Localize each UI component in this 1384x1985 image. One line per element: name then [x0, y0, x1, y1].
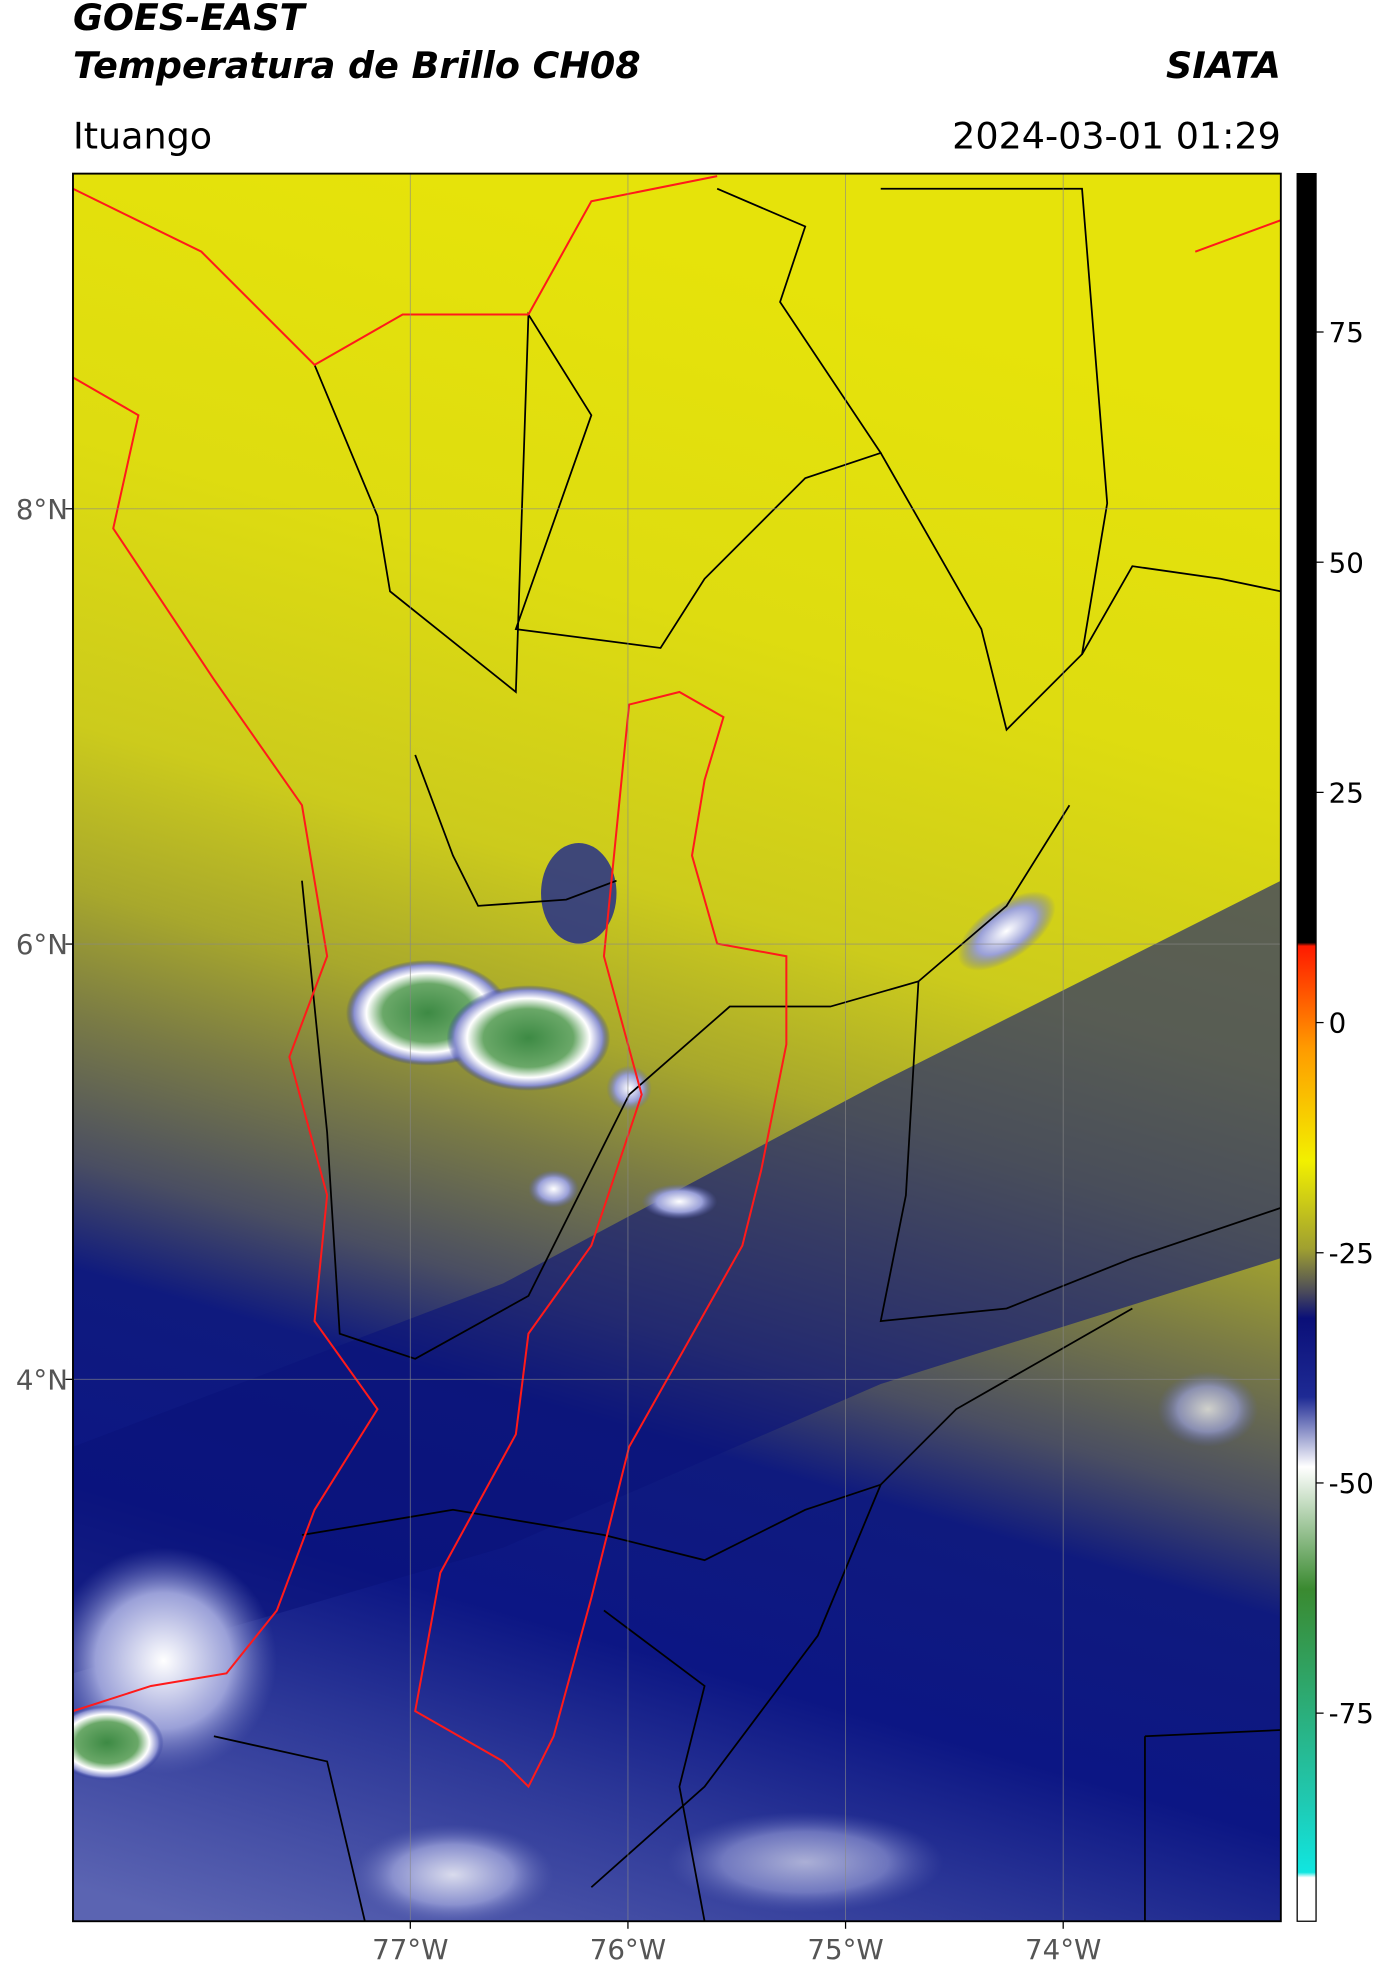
colorbar-tick-label: -50	[1329, 1467, 1374, 1500]
title: GOES-EAST	[73, 0, 308, 39]
org: SIATA	[1166, 44, 1281, 87]
graticule	[65, 173, 1281, 1929]
colorbar-tick-label: 50	[1329, 546, 1364, 579]
colorbar-tick-label: -25	[1329, 1237, 1374, 1270]
x-tick-label: 76°W	[590, 1933, 666, 1966]
map-frame	[72, 172, 1282, 1923]
colorbar	[1296, 172, 1317, 1922]
y-tick-label: 6°N	[16, 928, 68, 961]
colorbar-tick-label: 25	[1329, 776, 1364, 809]
y-tick-label: 4°N	[16, 1363, 68, 1396]
x-tick-label: 75°W	[807, 1933, 883, 1966]
datetime: 2024-03-01 01:29	[952, 114, 1281, 157]
y-tick-label: 8°N	[16, 493, 68, 526]
location: Ituango	[73, 114, 212, 157]
x-tick-label: 77°W	[372, 1933, 448, 1966]
colorbar-tick-label: 0	[1329, 1007, 1347, 1040]
colorbar-tick-label: 75	[1329, 316, 1364, 349]
colorbar-tick-label: -75	[1329, 1697, 1374, 1730]
subtitle: Temperatura de Brillo CH08	[73, 44, 641, 87]
imagery	[72, 173, 1281, 1922]
x-tick-label: 74°W	[1025, 1933, 1101, 1966]
